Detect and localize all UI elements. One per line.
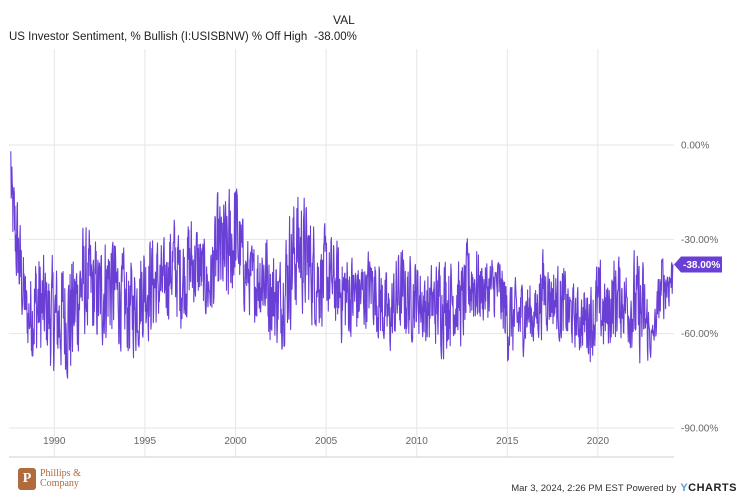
x-tick-label: 2010 [406,436,429,447]
timestamp: Mar 3, 2024, 2:26 PM EST Powered by [511,482,677,494]
x-tick-label: 1995 [134,436,157,447]
legend-series-name[interactable]: US Investor Sentiment, % Bullish (I:USIS… [9,31,308,43]
footer-attribution: Mar 3, 2024, 2:26 PM EST Powered by YCHA… [511,482,737,494]
logo-line-1: Phillips & [40,468,81,479]
y-tick-label: -90.00% [681,424,718,435]
legend-series-value: -38.00% [314,31,357,43]
company-logo: P Phillips & Company [18,468,81,490]
x-axis-ticks: 1990 1995 2000 2005 2010 2015 2020 [43,436,609,447]
y-tick-label: -60.00% [681,329,718,340]
x-tick-label: 1990 [43,436,66,447]
last-value-badge: -38.00% [674,256,722,273]
last-value-badge-label: -38.00% [683,260,720,271]
y-tick-label: -30.00% [681,235,718,246]
ycharts-y-mark: Y [680,482,689,494]
y-axis-ticks: 0.00% -30.00% -60.00% -90.00% [681,141,718,435]
legend-header: VAL [333,13,355,27]
x-tick-label: 2005 [315,436,338,447]
y-tick-label: 0.00% [681,141,709,152]
ycharts-logo[interactable]: YCHARTS [680,482,737,494]
logo-mark-icon: P [18,468,36,490]
x-tick-label: 2020 [587,436,610,447]
x-tick-label: 2015 [496,436,519,447]
logo-text: Phillips & Company [40,469,81,489]
ycharts-text: CHARTS [688,482,737,494]
series-line[interactable] [10,151,674,379]
logo-line-2: Company [40,478,79,489]
last-value-badge-shape [674,256,722,273]
x-tick-label: 2000 [224,436,247,447]
